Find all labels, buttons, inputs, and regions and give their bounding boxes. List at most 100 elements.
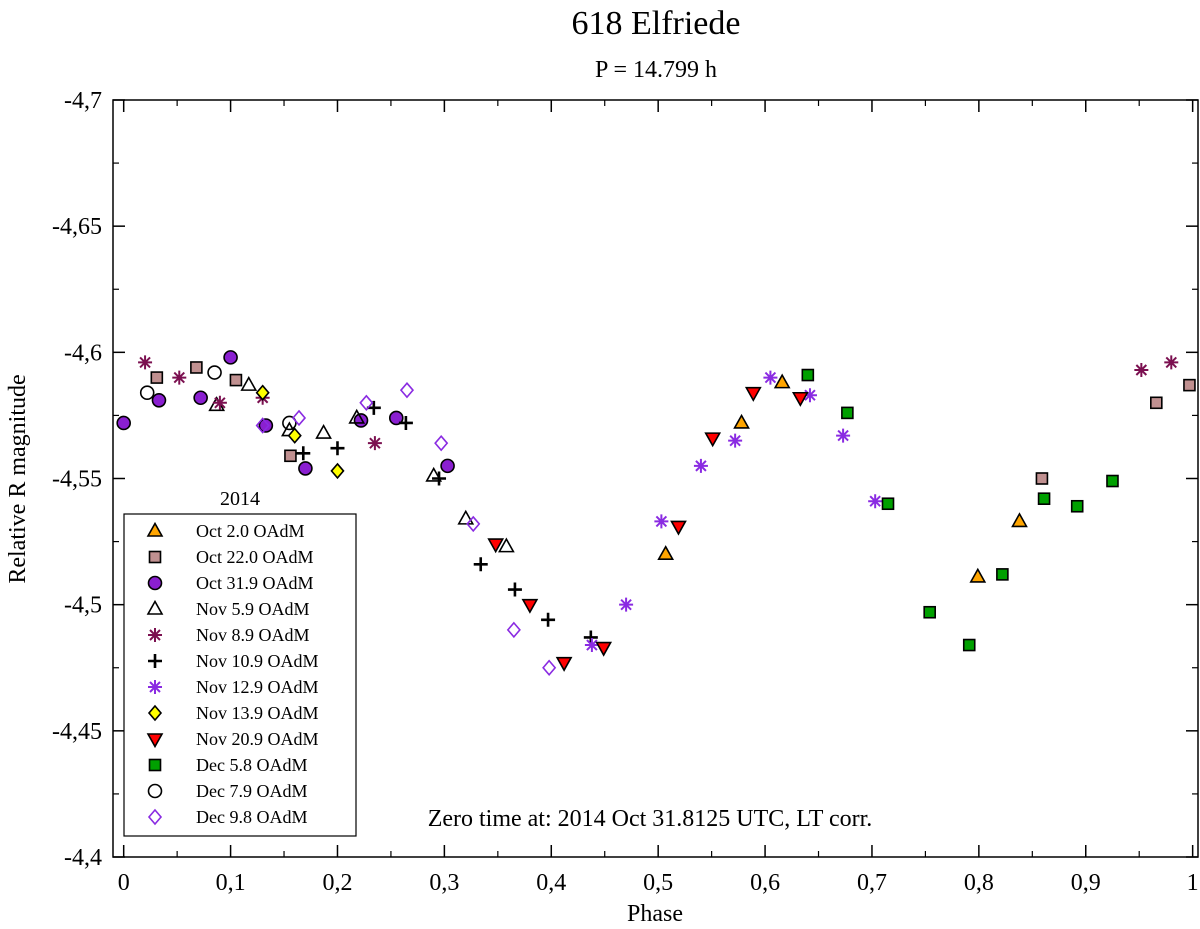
legend-label: Oct 2.0 OAdM	[196, 521, 305, 541]
data-point	[654, 514, 669, 529]
data-point	[139, 385, 155, 401]
data-point	[432, 471, 447, 486]
legend-marker	[146, 733, 164, 749]
data-point	[1035, 472, 1049, 485]
data-point	[996, 568, 1009, 581]
data-point	[868, 494, 883, 509]
legend-label: Dec 5.8 OAdM	[196, 755, 307, 775]
data-point	[962, 638, 976, 652]
data-point	[284, 449, 297, 463]
data-point	[1164, 355, 1179, 370]
data-point	[801, 368, 815, 382]
data-point	[258, 418, 274, 433]
legend-marker	[147, 575, 163, 591]
data-point	[704, 432, 722, 448]
legend-label: Nov 5.9 OAdM	[196, 599, 310, 619]
data-point	[969, 567, 987, 583]
data-point	[207, 365, 222, 380]
data-point	[255, 417, 270, 434]
data-point	[541, 612, 556, 627]
data-point	[1134, 362, 1149, 377]
legend-marker	[148, 628, 162, 642]
legend-label: Oct 31.9 OAdM	[196, 573, 314, 593]
data-point	[151, 392, 167, 408]
x-tick-label: 0,7	[857, 870, 887, 896]
data-point	[457, 509, 475, 525]
data-point	[583, 630, 598, 645]
data-point	[399, 381, 415, 399]
y-tick-label: -4,4	[64, 845, 102, 871]
legend-title: 2014	[220, 488, 260, 510]
y-axis-label: Relative R magnitude	[5, 374, 31, 583]
data-point	[287, 427, 302, 444]
data-point	[498, 537, 515, 553]
data-point	[670, 520, 687, 536]
data-point	[1011, 512, 1028, 528]
data-point	[223, 350, 238, 365]
legend-marker	[148, 758, 162, 772]
data-point	[116, 415, 131, 431]
data-point	[1037, 492, 1051, 505]
data-point	[555, 656, 573, 672]
data-point	[733, 413, 750, 429]
data-point	[473, 557, 488, 572]
x-axis-label: Phase	[627, 901, 683, 927]
y-tick-label: -4,65	[52, 214, 102, 240]
legend-label: Nov 12.9 OAdM	[196, 677, 319, 697]
data-point	[348, 408, 366, 424]
data-point	[315, 423, 332, 439]
data-point	[388, 410, 404, 426]
legend-label: Nov 10.9 OAdM	[196, 651, 319, 671]
y-tick-label: -4,6	[64, 340, 102, 366]
y-tick-label: -4,55	[52, 467, 102, 493]
x-tick-label: 0,3	[429, 870, 459, 896]
data-point	[398, 415, 413, 430]
data-point	[353, 413, 369, 428]
data-point	[1106, 474, 1119, 488]
data-point	[367, 436, 382, 451]
data-point	[212, 395, 227, 410]
data-point	[1183, 378, 1196, 392]
data-point	[506, 621, 521, 639]
legend-label: Oct 22.0 OAdM	[196, 547, 314, 567]
data-point	[791, 391, 809, 407]
data-point	[802, 388, 817, 403]
data-point	[619, 597, 634, 612]
legend-label: Dec 9.8 OAdM	[196, 807, 307, 827]
data-point	[1150, 396, 1163, 410]
data-point	[521, 598, 539, 614]
legend-marker	[146, 521, 164, 537]
legend-label: Nov 8.9 OAdM	[196, 625, 310, 645]
legend-marker	[148, 654, 162, 668]
data-point	[1070, 499, 1084, 513]
data-point	[693, 458, 708, 473]
data-point	[150, 371, 164, 384]
data-point	[193, 390, 208, 406]
data-point	[507, 582, 522, 597]
data-point	[282, 415, 297, 431]
legend-marker	[148, 680, 162, 694]
data-point	[542, 659, 557, 676]
data-point	[836, 428, 851, 443]
chart-title: 618 Elfriede	[572, 5, 741, 42]
data-point	[434, 434, 449, 452]
data-point	[255, 384, 270, 401]
legend-label: Nov 20.9 OAdM	[196, 729, 319, 749]
x-tick-label: 0,5	[643, 870, 673, 896]
legend-box	[123, 513, 357, 837]
legend-marker	[146, 599, 164, 615]
data-point	[296, 446, 311, 461]
data-point	[425, 466, 443, 482]
legend-label: Dec 7.9 OAdM	[196, 781, 307, 801]
data-point	[291, 409, 307, 427]
data-point	[359, 394, 374, 412]
data-point	[657, 545, 675, 561]
data-point	[584, 638, 599, 653]
x-tick-label: 0,4	[536, 870, 566, 896]
y-tick-label: -4,45	[52, 719, 102, 745]
data-point	[841, 406, 854, 420]
x-tick-label: 0,8	[964, 870, 994, 896]
data-point	[138, 355, 153, 370]
data-point	[466, 515, 481, 533]
legend-marker	[147, 704, 163, 722]
